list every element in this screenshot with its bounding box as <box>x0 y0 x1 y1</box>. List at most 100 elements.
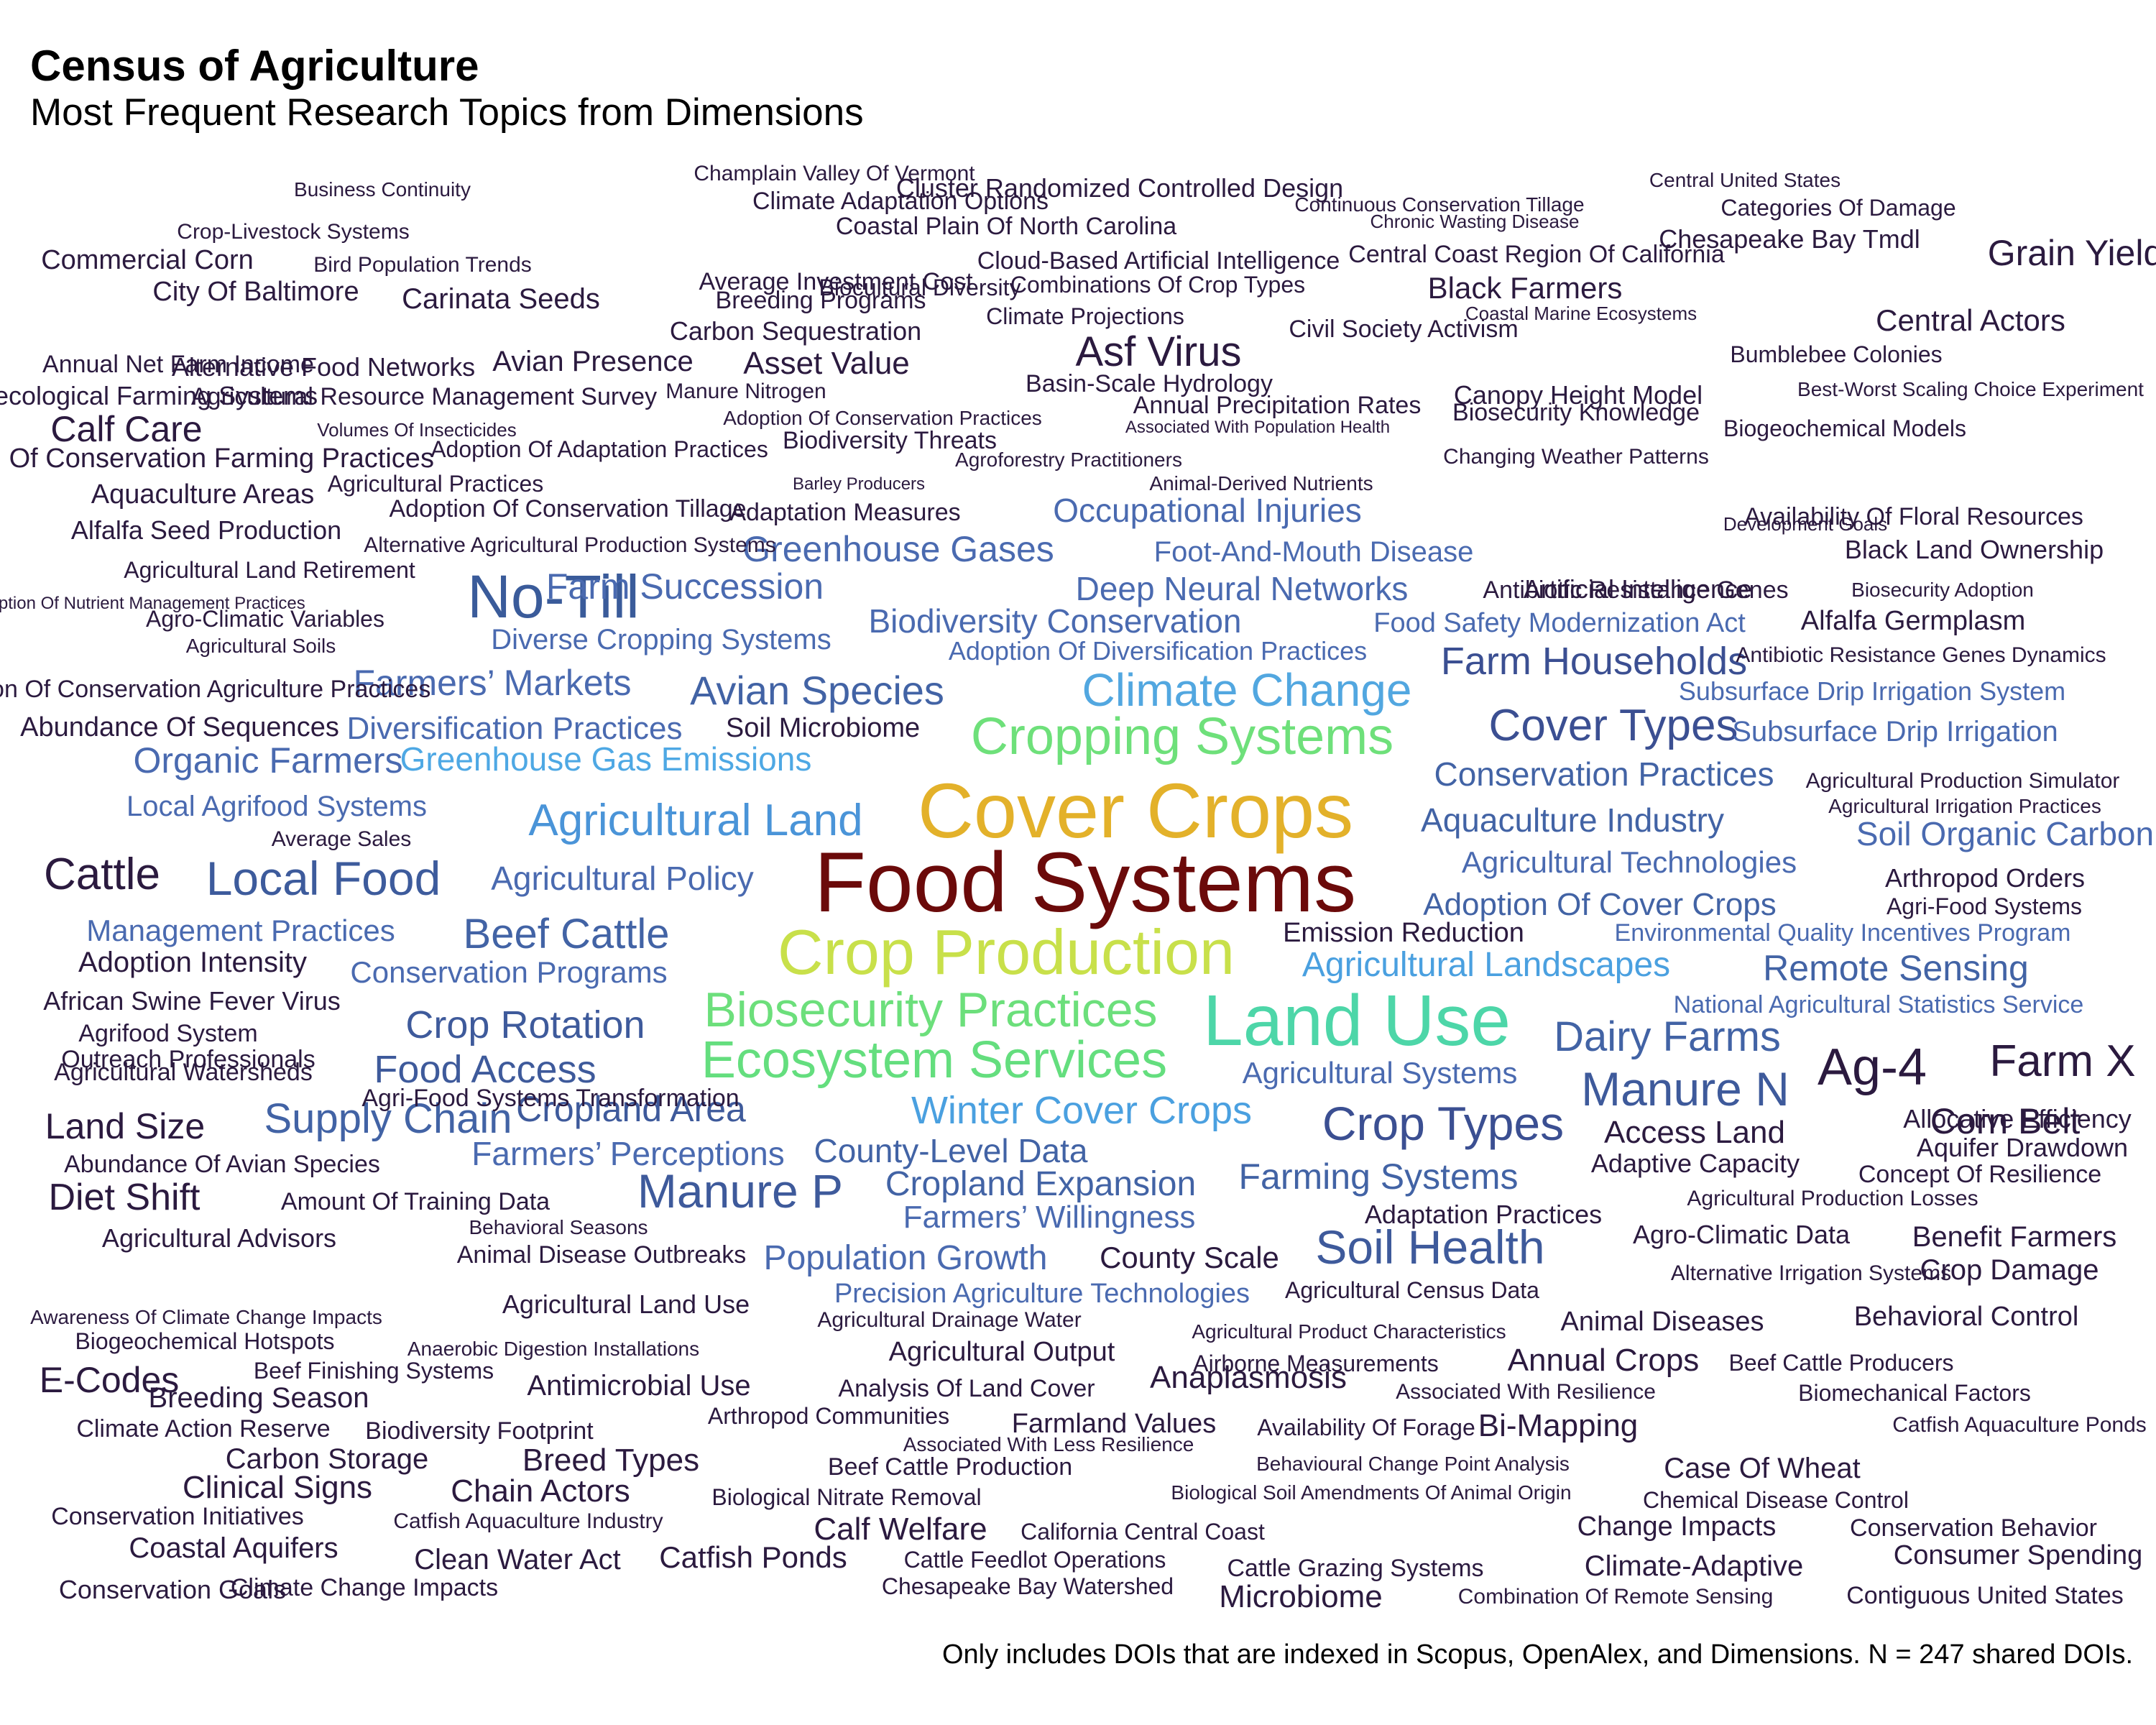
word-151: Agricultural Advisors <box>101 1223 337 1253</box>
word-44: Deep Neural Networks <box>1075 570 1409 607</box>
word-196: Business Continuity <box>294 178 471 201</box>
word-205: Chesapeake Bay Tmdl <box>1659 224 1920 254</box>
word-17: Crop Types <box>1322 1097 1565 1150</box>
word-65: Adaptation Measures <box>729 499 961 526</box>
word-98: Clean Water Act <box>414 1544 621 1576</box>
word-194: Bird Population Trends <box>313 253 532 277</box>
word-41: Organic Farmers <box>133 740 403 781</box>
word-34: Population Growth <box>763 1239 1048 1277</box>
word-112: Allocative Efficiency <box>1903 1104 2132 1133</box>
word-23: Agricultural Landscapes <box>1302 946 1671 984</box>
word-21: Beef Cattle <box>463 911 670 957</box>
word-175: Adoption Of Conservation Farming Practic… <box>0 443 434 474</box>
word-138: Combination Of Remote Sensing <box>1457 1585 1774 1609</box>
word-164: Agricultural Soils <box>185 635 336 657</box>
word-101: Breeding Season <box>148 1382 369 1414</box>
word-169: Alfalfa Seed Production <box>70 515 342 545</box>
word-46: Aquaculture Industry <box>1421 801 1724 839</box>
word-58: Food Safety Modernization Act <box>1373 608 1746 638</box>
word-20: Winter Cover Crops <box>911 1089 1253 1132</box>
word-38: Farmers’ Perceptions <box>471 1135 785 1172</box>
word-96: Case Of Wheat <box>1664 1453 1861 1484</box>
word-68: County Scale <box>1100 1241 1279 1274</box>
word-120: Airborne Measurements <box>1193 1351 1439 1376</box>
word-57: Foot-And-Mouth Disease <box>1153 536 1474 568</box>
word-67: Emission Reduction <box>1283 918 1524 948</box>
word-206: Cloud-Based Artificial Intelligence <box>977 247 1340 275</box>
word-35: Cropland Expansion <box>885 1165 1197 1203</box>
word-22: Dairy Farms <box>1554 1013 1781 1060</box>
word-224: Antibiotic Resistance Genes Dynamics <box>1736 643 2106 667</box>
word-18: Cattle <box>44 850 160 899</box>
word-136: Cattle Grazing Systems <box>1227 1555 1484 1582</box>
word-170: Adoption Of Conservation Tillage <box>389 495 747 523</box>
word-10: Agricultural Land <box>528 796 863 845</box>
word-102: Antimicrobial Use <box>527 1370 751 1402</box>
word-69: Access Land <box>1604 1115 1785 1150</box>
word-198: Climate Adaptation Options <box>752 188 1049 215</box>
word-227: Arthropod Orders <box>1884 863 2086 893</box>
word-33: Cropland Area <box>516 1089 746 1129</box>
word-114: Adaptation Practices <box>1364 1200 1603 1229</box>
word-0: Food Systems <box>814 835 1357 930</box>
word-131: Biological Nitrate Removal <box>711 1484 982 1510</box>
word-16: Cover Types <box>1488 701 1738 750</box>
word-159: African Swine Fever Virus <box>43 986 341 1016</box>
word-154: Abundance Of Avian Species <box>64 1151 380 1178</box>
word-14: Soil Health <box>1315 1220 1545 1274</box>
word-183: Agricultural Resource Management Survey <box>190 383 658 410</box>
word-83: Calf Care <box>50 409 203 449</box>
word-129: Beef Cattle Production <box>827 1453 1073 1481</box>
word-197: Champlain Valley Of Vermont <box>694 162 975 185</box>
word-15: Manure N <box>1581 1062 1789 1116</box>
word-8: No-Till <box>467 563 640 630</box>
word-27: Crop Rotation <box>405 1003 645 1046</box>
word-39: Farmers’ Markets <box>353 663 632 703</box>
word-199: Coastal Plain Of North Carolina <box>835 213 1177 240</box>
word-195: Crop-Livestock Systems <box>177 220 410 244</box>
word-86: Black Farmers <box>1427 271 1623 305</box>
word-174: Animal-Derived Nutrients <box>1149 472 1373 494</box>
word-146: Anaerobic Digestion Installations <box>407 1338 700 1360</box>
word-105: Climate-Adaptive <box>1584 1550 1804 1582</box>
word-31: Remote Sensing <box>1763 948 2029 988</box>
word-166: Adoption Of Nutrient Management Practice… <box>0 594 305 613</box>
word-144: Biodiversity Footprint <box>365 1417 594 1445</box>
word-189: Carbon Sequestration <box>669 316 922 346</box>
word-125: Availability Of Forage <box>1257 1414 1475 1440</box>
word-133: Chemical Disease Control <box>1643 1487 1909 1513</box>
word-6: Biosecurity Practices <box>704 983 1158 1037</box>
word-104: Change Impacts <box>1577 1512 1777 1542</box>
word-181: Associated With Population Health <box>1125 418 1391 437</box>
word-219: Artificial Intelligence <box>1523 574 1753 604</box>
chart-subtitle: Most Frequent Research Topics from Dimen… <box>30 91 864 134</box>
word-168: Alternative Agricultural Production Syst… <box>364 533 776 557</box>
word-72: Anaplasmosis <box>1150 1360 1347 1395</box>
word-30: Farming Systems <box>1238 1156 1519 1197</box>
word-92: Crop Damage <box>1920 1254 2099 1286</box>
word-134: California Central Coast <box>1021 1519 1265 1545</box>
word-108: Contiguous United States <box>1846 1582 2124 1609</box>
word-150: Animal Disease Outbreaks <box>456 1241 747 1269</box>
word-192: Biocultural Diversity <box>819 275 1021 300</box>
word-47: Conservation Practices <box>1434 755 1774 793</box>
word-179: Volumes Of Insecticides <box>317 419 517 441</box>
word-143: Climate Action Reserve <box>76 1415 331 1443</box>
word-186: Annual Precipitation Rates <box>1133 392 1422 419</box>
word-81: Diet Shift <box>48 1177 201 1218</box>
word-188: Alternative Food Networks <box>171 352 476 382</box>
word-165: Agro-Climatic Variables <box>146 606 384 632</box>
word-160: Adoption Intensity <box>78 947 307 978</box>
word-121: Associated With Resilience <box>1396 1380 1656 1404</box>
word-54: Management Practices <box>86 914 395 947</box>
word-226: Agricultural Irrigation Practices <box>1828 795 2101 817</box>
word-117: Agricultural Census Data <box>1285 1277 1539 1303</box>
word-64: National Agricultural Statistics Service <box>1673 991 2084 1018</box>
word-43: Occupational Injuries <box>1053 492 1362 529</box>
word-56: Local Agrifood Systems <box>126 791 427 822</box>
word-201: Continuous Conservation Tillage <box>1294 193 1585 216</box>
word-153: Amount Of Training Data <box>280 1188 550 1215</box>
word-208: Combinations Of Crop Types <box>1010 272 1306 298</box>
word-19: Supply Chain <box>264 1095 512 1142</box>
